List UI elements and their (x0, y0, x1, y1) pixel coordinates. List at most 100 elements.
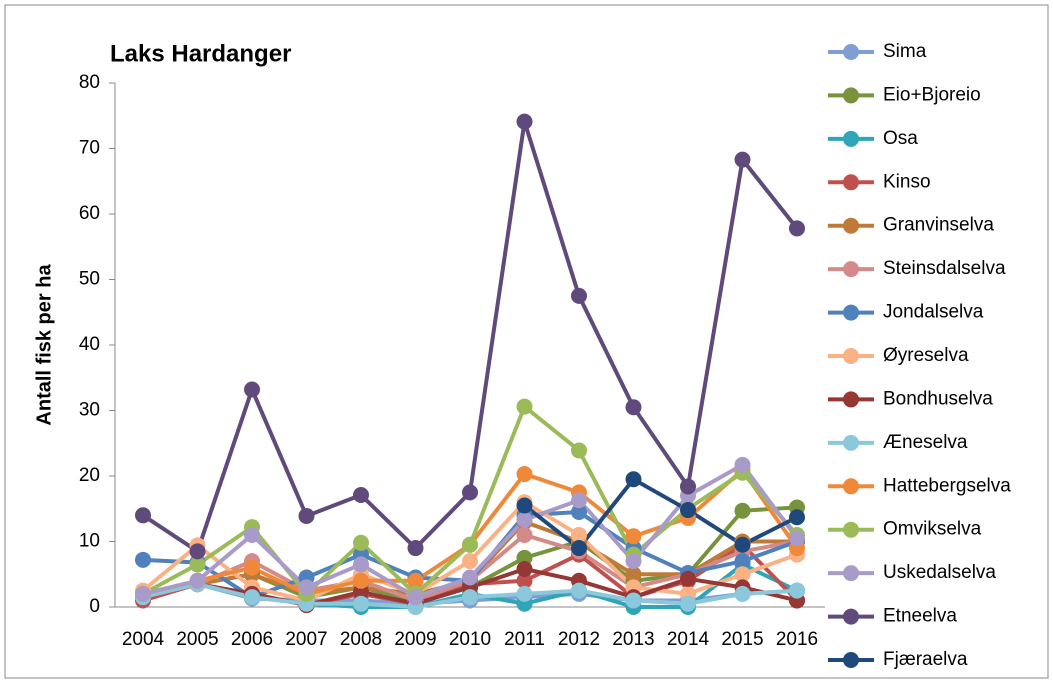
x-tick-label: 2012 (558, 629, 600, 650)
data-point (516, 585, 533, 602)
legend-label: Fjæraelva (883, 649, 968, 670)
data-point (407, 589, 424, 606)
data-point (680, 570, 696, 587)
data-point (516, 466, 533, 483)
x-tick-label: 2005 (176, 629, 218, 650)
data-point (462, 569, 478, 586)
y-tick-label: 30 (79, 400, 100, 421)
legend-label: Jondalselva (883, 302, 984, 323)
data-point (625, 592, 642, 609)
data-point (407, 572, 424, 589)
data-point (353, 572, 369, 589)
y-tick-label: 50 (79, 269, 100, 290)
x-tick-label: 2013 (612, 629, 654, 650)
x-tick-label: 2004 (122, 629, 165, 650)
legend-marker (843, 174, 859, 191)
data-point (244, 559, 260, 576)
legend-label: Eio+Bjoreio (883, 84, 981, 105)
data-point (353, 486, 369, 503)
data-point (789, 220, 805, 237)
data-point (734, 456, 751, 473)
x-tick-label: 2007 (285, 629, 327, 650)
legend-marker (843, 521, 859, 538)
data-point (571, 526, 587, 543)
legend-marker (843, 130, 859, 147)
legend-marker (843, 434, 859, 451)
data-point (516, 398, 533, 415)
data-point (407, 540, 424, 557)
legend-label: Steinsdalselva (883, 258, 1006, 279)
x-tick-label: 2008 (340, 629, 382, 650)
data-point (789, 530, 805, 547)
data-point (135, 551, 151, 568)
data-point (298, 579, 315, 596)
data-point (734, 536, 751, 553)
y-tick-label: 0 (89, 596, 100, 617)
legend-label: Æneselva (883, 432, 968, 453)
x-tick-label: 2009 (394, 629, 436, 650)
data-point (734, 502, 751, 519)
legend-marker (843, 217, 859, 234)
data-point (244, 381, 260, 398)
data-point (189, 556, 206, 573)
legend-label: Omvikselva (883, 519, 982, 540)
legend-marker (843, 261, 859, 278)
data-point (734, 553, 751, 570)
y-tick-label: 70 (79, 138, 100, 159)
data-point (244, 589, 260, 606)
legend-marker (843, 348, 859, 364)
x-tick-label: 2015 (721, 629, 763, 650)
legend-marker (843, 478, 859, 495)
data-point (789, 509, 805, 526)
data-point (516, 526, 533, 543)
data-point (571, 582, 587, 599)
y-tick-label: 10 (79, 531, 100, 552)
legend-label: Bondhuselva (883, 388, 993, 409)
data-point (625, 471, 642, 488)
x-tick-label: 2010 (449, 629, 491, 650)
data-point (462, 553, 478, 570)
x-tick-label: 2006 (231, 629, 273, 650)
data-point (680, 595, 696, 612)
data-point (571, 504, 587, 521)
data-point (462, 536, 478, 553)
data-point (516, 511, 533, 528)
y-axis-label: Antall fisk per ha (33, 264, 55, 426)
data-point (353, 595, 369, 612)
data-point (135, 507, 151, 524)
data-point (734, 566, 751, 583)
data-point (625, 553, 642, 570)
data-point (516, 549, 533, 566)
legend-marker (843, 608, 859, 625)
data-point (680, 502, 696, 519)
data-point (789, 582, 805, 599)
data-point (462, 589, 478, 606)
data-point (516, 572, 533, 589)
x-tick-label: 2011 (504, 629, 545, 650)
series-line (523, 477, 798, 551)
data-point (734, 151, 751, 168)
legend-marker (843, 391, 859, 408)
data-point (353, 534, 369, 551)
legend-marker (843, 304, 859, 321)
data-point (516, 497, 533, 514)
data-point (135, 585, 151, 602)
legend-label: Kinso (883, 171, 931, 192)
data-point (571, 442, 587, 459)
y-tick-label: 60 (79, 203, 100, 224)
legend-marker (843, 565, 859, 582)
legend-label: Uskedalselva (883, 562, 996, 583)
legend-marker (843, 652, 859, 668)
data-point (353, 556, 369, 573)
data-point (571, 287, 587, 304)
legend-label: Osa (883, 128, 918, 149)
legend-label: Øyreselva (883, 345, 969, 366)
data-point (462, 484, 478, 501)
x-tick-label: 2014 (667, 629, 710, 650)
data-point (298, 507, 315, 524)
legend-label: Hattebergselva (883, 475, 1011, 496)
data-point (189, 572, 206, 589)
data-point (516, 561, 533, 578)
data-point (734, 585, 751, 602)
